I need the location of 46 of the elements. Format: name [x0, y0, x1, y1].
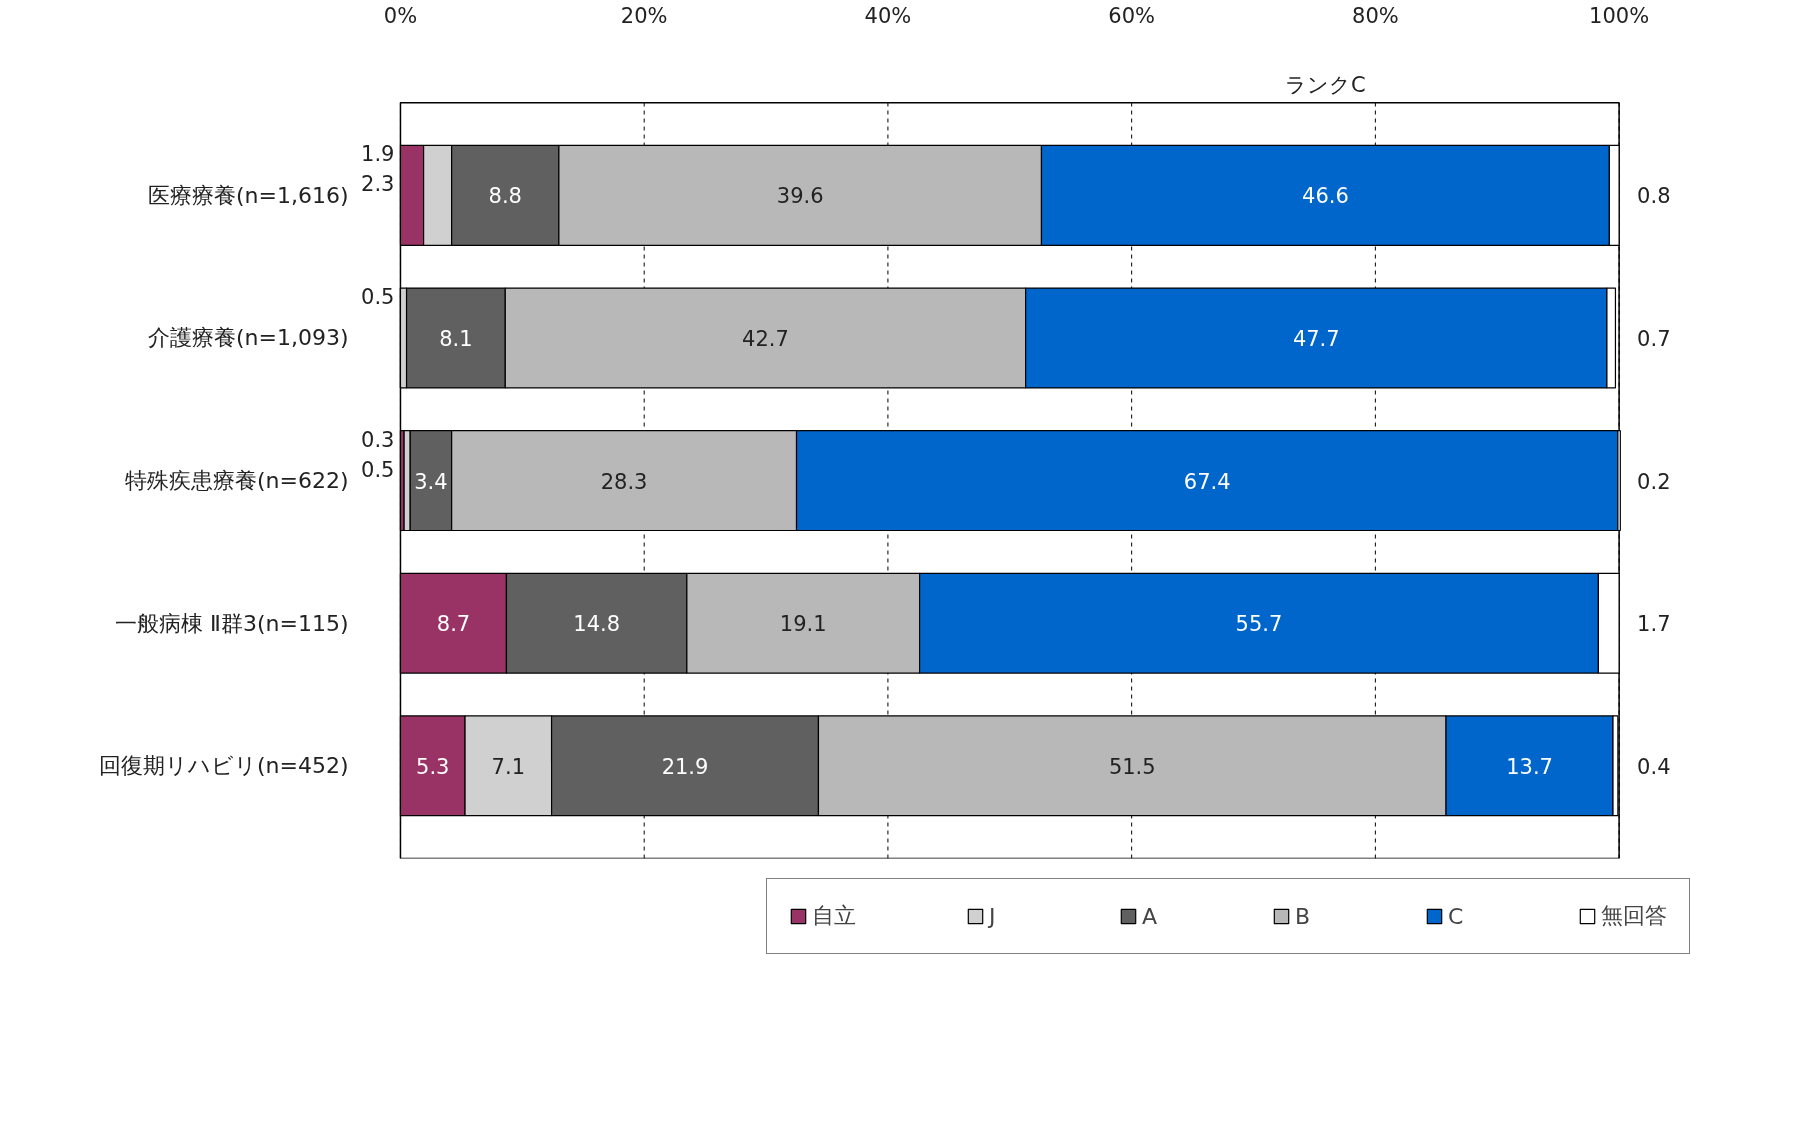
data-label: 13.7: [1506, 754, 1553, 779]
data-label: 0.7: [1637, 326, 1671, 351]
legend-label: C: [1448, 903, 1465, 929]
data-label: 47.7: [1292, 326, 1340, 351]
legend-label: A: [1142, 903, 1159, 929]
data-label: 14.8: [573, 612, 621, 637]
data-label: 39.6: [776, 184, 824, 209]
legend-label: B: [1295, 903, 1312, 929]
data-label: 5.3: [416, 754, 450, 779]
x-tick-label: 20%: [620, 3, 668, 28]
data-label: 0.8: [1637, 184, 1671, 209]
data-label: 2.3: [361, 172, 395, 197]
data-label: 8.8: [488, 184, 522, 209]
x-tick-label: 0%: [383, 3, 418, 28]
y-tick-label: 回復期リハビリ(n=452): [98, 753, 349, 779]
data-label: 19.1: [779, 612, 827, 637]
y-tick-label: 一般病棟 Ⅱ群3(n=115): [115, 610, 349, 636]
legend-label: 自立: [812, 902, 856, 930]
text: ランクC: [1285, 72, 1366, 97]
data-label: 67.4: [1183, 469, 1231, 494]
data-label: 1.7: [1637, 612, 1671, 637]
data-label: 55.7: [1235, 612, 1283, 637]
data-label: 0.5: [361, 285, 395, 310]
x-tick-label: 80%: [1352, 3, 1399, 28]
legend-label: 無回答: [1601, 902, 1667, 930]
data-label: 1.9: [361, 142, 395, 167]
y-tick-label: 介護療養(n=1,093): [147, 325, 349, 351]
legend-label: J: [989, 903, 997, 929]
data-label: 0.4: [1637, 754, 1671, 779]
data-label: 46.6: [1302, 184, 1349, 209]
data-label: 7.1: [491, 754, 526, 779]
data-label: 28.3: [600, 469, 648, 494]
data-label: 51.5: [1108, 754, 1156, 779]
data-label: 42.7: [742, 326, 789, 351]
data-label: 21.9: [661, 754, 709, 779]
data-label: 0.2: [1637, 469, 1671, 494]
data-label: 0.3: [361, 427, 395, 452]
data-label: 3.4: [414, 469, 448, 494]
data-label: 0.5: [361, 457, 395, 482]
x-tick-label: 100%: [1589, 3, 1650, 28]
y-tick-label: 特殊疾患療養(n=622): [124, 468, 349, 494]
x-tick-label: 40%: [864, 3, 912, 28]
y-tick-label: 医療療養(n=1,616): [147, 182, 349, 208]
data-label: 8.7: [436, 612, 471, 637]
x-tick-label: 60%: [1108, 3, 1155, 28]
data-label: 8.1: [439, 326, 473, 351]
